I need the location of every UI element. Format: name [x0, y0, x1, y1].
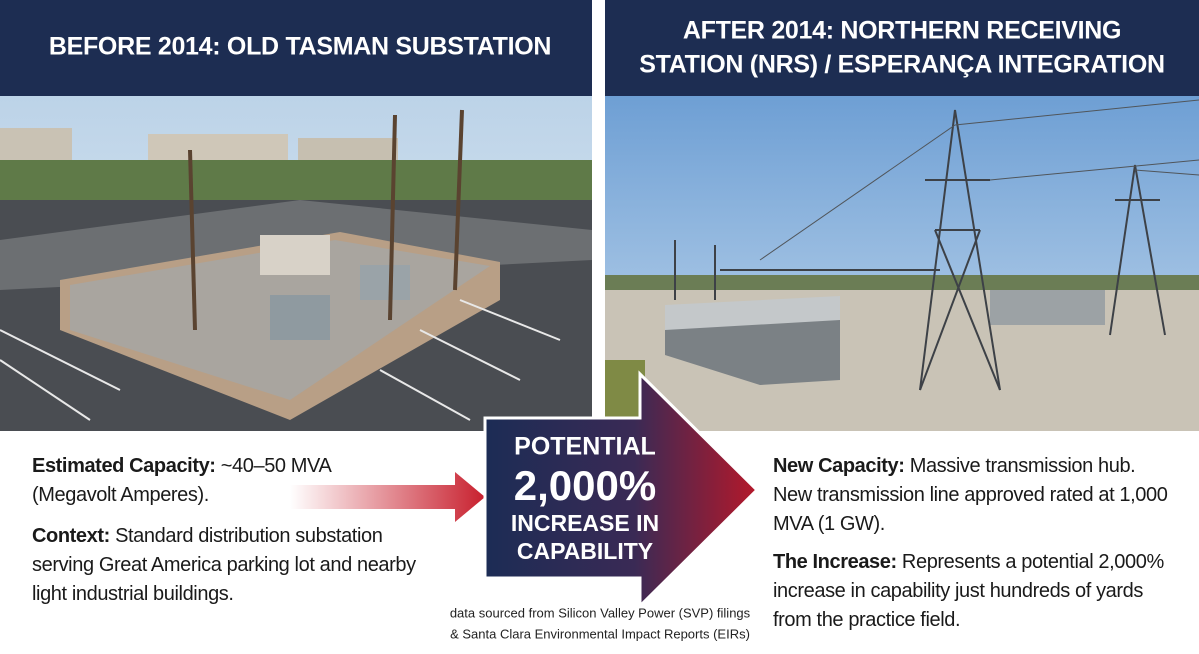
left-photo [0, 96, 592, 431]
item-label: New Capacity: [773, 455, 905, 477]
item-label: Estimated Capacity: [32, 455, 216, 477]
right-item: The Increase: Represents a potential 2,0… [773, 548, 1173, 635]
right-title: AFTER 2014: NORTHERN RECEIVING [683, 17, 1121, 45]
callout-caption: INCREASE IN [511, 510, 659, 536]
item-text: ~40–50 MVA (Megavolt Amperes). [32, 455, 331, 506]
right-header [605, 0, 1199, 96]
callout-caption: CAPABILITY [517, 538, 653, 564]
item-text: Massive transmission hub. New transmissi… [773, 455, 1168, 535]
right-title: STATION (NRS) / ESPERANÇA INTEGRATION [639, 51, 1164, 79]
item-label: The Increase: [773, 551, 897, 573]
left-title: BEFORE 2014: OLD TASMAN SUBSTATION [49, 33, 551, 61]
left-item: Estimated Capacity: ~40–50 MVA (Megavolt… [32, 452, 382, 510]
source-note: & Santa Clara Environmental Impact Repor… [450, 626, 750, 641]
item-label: Context: [32, 525, 110, 547]
right-item: New Capacity: Massive transmission hub. … [773, 452, 1173, 539]
item-text: Standard distribution substation serving… [32, 525, 416, 605]
right-photo [605, 96, 1199, 431]
big-arrow [483, 370, 760, 610]
small-arrow [290, 472, 485, 522]
item-text: Represents a potential 2,000% increase i… [773, 551, 1164, 631]
left-item: Context: Standard distribution substatio… [32, 522, 442, 609]
left-header [0, 0, 592, 96]
callout-label: POTENTIAL [514, 433, 656, 461]
callout-value: 2,000% [514, 462, 656, 509]
source-note: data sourced from Silicon Valley Power (… [450, 605, 751, 620]
